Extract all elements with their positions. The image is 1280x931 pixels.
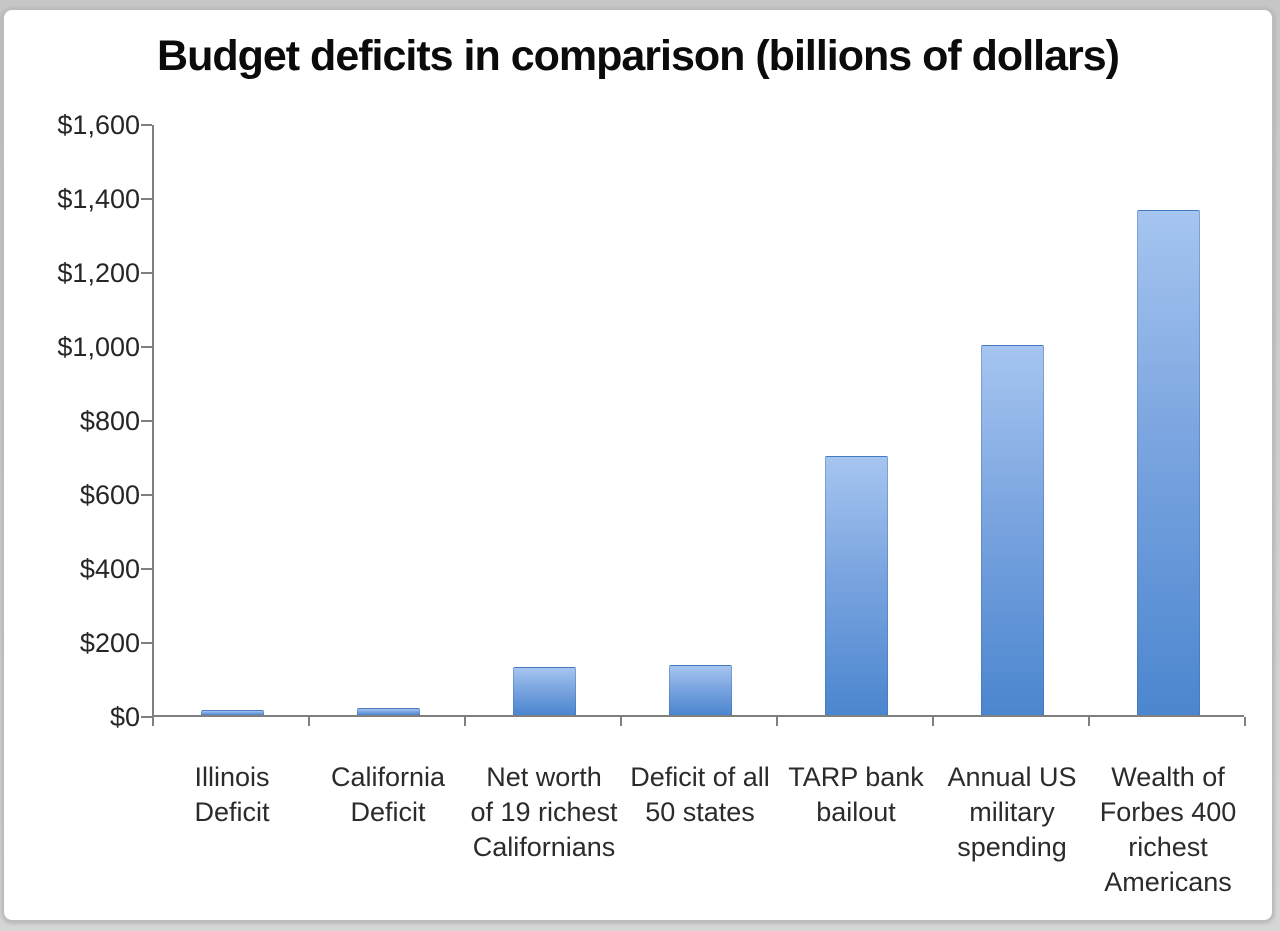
chart-title: Budget deficits in comparison (billions … — [157, 32, 1120, 80]
y-axis-label: $1,200 — [57, 258, 140, 288]
category-label: Annual US military spending — [947, 762, 1077, 862]
y-axis-label: $200 — [79, 628, 140, 658]
x-axis-tick — [308, 717, 310, 726]
plot-area: $1,600 $1,400 $1,200 $1,000 $800 $600 $400 $200… — [57, 110, 1246, 897]
y-axis-tick — [141, 420, 152, 422]
category-label: Wealth of Forbes 400 richest Americans — [1099, 762, 1237, 897]
y-axis-tick — [141, 346, 152, 348]
y-axis-label: $1,000 — [57, 332, 140, 362]
bar — [513, 667, 576, 715]
x-axis-tick — [620, 717, 622, 726]
y-axis-tick — [141, 272, 152, 274]
y-axis-label: $400 — [79, 554, 140, 584]
category-label: Deficit of all 50 states — [630, 762, 770, 827]
y-axis-tick — [141, 124, 152, 126]
y-axis-label: $1,600 — [57, 110, 140, 140]
y-axis-label: $600 — [79, 480, 140, 510]
bar — [669, 665, 732, 715]
category-label: Illinois Deficit — [194, 762, 270, 827]
bar — [1137, 210, 1200, 715]
category-label: Net worth of 19 richest Californians — [470, 762, 618, 862]
y-axis-tick — [141, 494, 152, 496]
x-axis-tick — [464, 717, 466, 726]
bar — [825, 456, 888, 715]
bar — [201, 710, 264, 715]
x-axis-tick — [776, 717, 778, 726]
y-axis-tick — [141, 716, 152, 718]
x-axis-tick — [1088, 717, 1090, 726]
y-axis-tick — [141, 642, 152, 644]
bar — [981, 345, 1044, 715]
bar — [357, 708, 420, 715]
x-axis-tick — [932, 717, 934, 726]
y-axis-tick — [141, 198, 152, 200]
y-axis-label: $800 — [79, 406, 140, 436]
y-axis-label: $0 — [109, 702, 140, 732]
x-axis-tick — [152, 717, 154, 726]
category-label: TARP bank bailout — [788, 762, 924, 827]
y-axis-label: $1,400 — [57, 184, 140, 214]
chart-panel: Budget deficits in comparison (billions … — [2, 8, 1274, 922]
y-axis-tick — [141, 568, 152, 570]
x-axis-tick — [1244, 717, 1246, 726]
category-label: California Deficit — [330, 762, 446, 827]
